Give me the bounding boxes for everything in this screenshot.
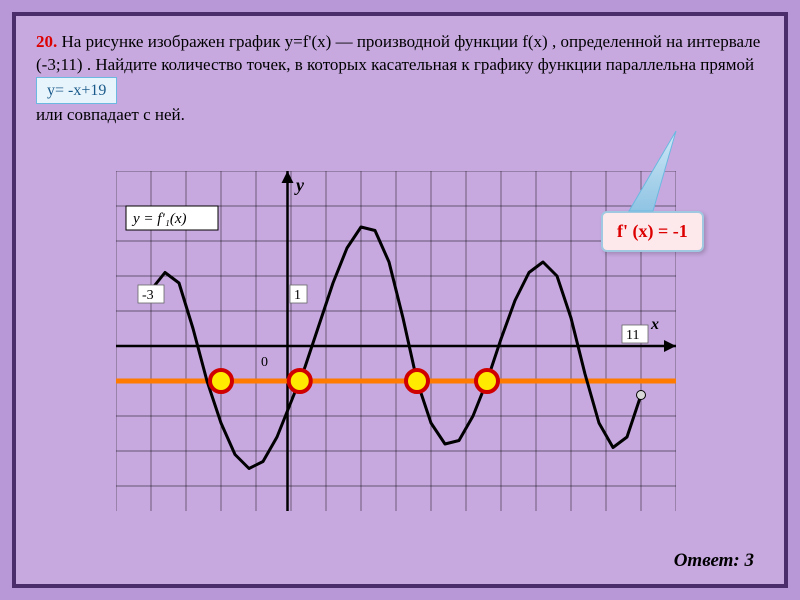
svg-text:0: 0	[261, 355, 268, 370]
derivative-callout: f' (x) = -1	[601, 211, 704, 252]
slide-frame: 20. На рисунке изображен график y=f'(x) …	[12, 12, 788, 588]
problem-body-1: На рисунке изображен график y=f'(x) — пр…	[36, 32, 760, 74]
chart-svg: y x 0 1 -3 11 y = f'₁(x)	[116, 171, 676, 511]
answer: Ответ: 3	[674, 550, 754, 572]
svg-text:1: 1	[294, 288, 301, 303]
svg-text:y: y	[294, 175, 305, 195]
equation-highlight: y= -x+19	[36, 77, 117, 105]
problem-number: 20.	[36, 32, 57, 51]
svg-text:11: 11	[626, 328, 639, 343]
problem-text: 20. На рисунке изображен график y=f'(x) …	[36, 31, 764, 127]
problem-body-2: или совпадает с ней.	[36, 105, 185, 124]
svg-text:y = f'₁(x): y = f'₁(x)	[131, 211, 187, 227]
svg-text:-3: -3	[142, 288, 154, 303]
svg-text:x: x	[650, 316, 659, 333]
callout-text: f' (x) = -1	[617, 221, 688, 241]
chart: y x 0 1 -3 11 y = f'₁(x)	[116, 171, 676, 511]
